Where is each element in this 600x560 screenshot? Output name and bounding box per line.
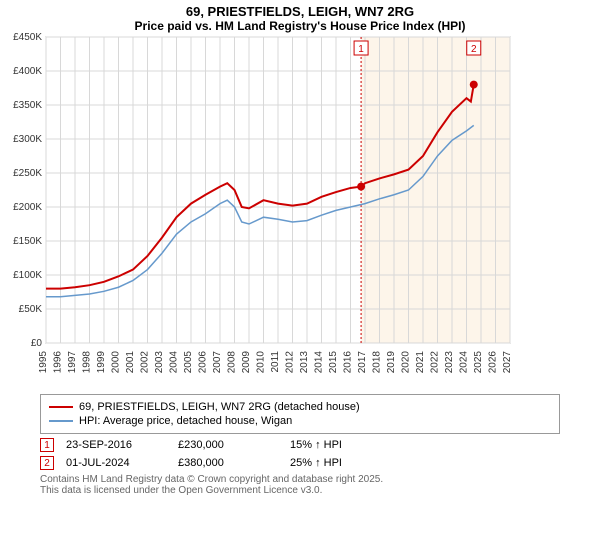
event-marker-box: 1 [40,438,54,452]
event-marker-box: 2 [40,456,54,470]
svg-text:2013: 2013 [299,351,310,374]
svg-text:2009: 2009 [241,351,252,374]
svg-text:2026: 2026 [488,351,499,374]
svg-text:£50K: £50K [19,304,43,315]
svg-text:2001: 2001 [125,351,136,374]
svg-text:£450K: £450K [13,33,42,43]
svg-text:1999: 1999 [96,351,107,374]
svg-text:2018: 2018 [372,351,383,374]
svg-text:2004: 2004 [169,351,180,374]
events-table: 1 23-SEP-2016 £230,000 15% ↑ HPI 2 01-JUL-202… [40,438,560,470]
legend-swatch [49,420,73,422]
event-note: 25% ↑ HPI [290,457,390,469]
svg-text:2007: 2007 [212,351,223,374]
svg-text:£200K: £200K [13,202,42,213]
svg-text:£0: £0 [31,338,43,349]
svg-text:1997: 1997 [67,351,78,374]
svg-text:2016: 2016 [343,351,354,374]
event-date: 23-SEP-2016 [66,439,166,451]
svg-text:£100K: £100K [13,270,42,281]
svg-text:1998: 1998 [82,351,93,374]
svg-text:2012: 2012 [285,351,296,374]
svg-text:2019: 2019 [386,351,397,374]
legend-label: 69, PRIESTFIELDS, LEIGH, WN7 2RG (detach… [79,401,360,413]
event-price: £230,000 [178,439,278,451]
footer-attribution: Contains HM Land Registry data © Crown c… [40,474,560,496]
svg-text:2024: 2024 [459,351,470,374]
chart-title-line2: Price paid vs. HM Land Registry's House … [0,19,600,33]
event-price: £380,000 [178,457,278,469]
legend-swatch [49,406,73,408]
chart-title-line1: 69, PRIESTFIELDS, LEIGH, WN7 2RG [0,4,600,19]
svg-text:2011: 2011 [270,351,281,373]
event-note: 15% ↑ HPI [290,439,390,451]
event-date: 01-JUL-2024 [66,457,166,469]
legend-label: HPI: Average price, detached house, Wiga… [79,415,292,427]
svg-text:2008: 2008 [227,351,238,374]
svg-text:2021: 2021 [415,351,426,374]
svg-text:2010: 2010 [256,351,267,374]
legend-row: 69, PRIESTFIELDS, LEIGH, WN7 2RG (detach… [49,401,551,413]
svg-text:2014: 2014 [314,351,325,374]
legend-row: HPI: Average price, detached house, Wiga… [49,415,551,427]
svg-text:1: 1 [358,44,364,55]
svg-text:2005: 2005 [183,351,194,374]
chart-area: £0 £50K £100K £150K £200K £250K £300K £350K £400… [0,33,600,388]
event-row: 1 23-SEP-2016 £230,000 15% ↑ HPI [40,438,560,452]
chart-title-block: 69, PRIESTFIELDS, LEIGH, WN7 2RG Price p… [0,0,600,33]
footer-line1: Contains HM Land Registry data © Crown c… [40,474,560,485]
svg-text:£350K: £350K [13,100,42,111]
svg-text:2: 2 [471,44,477,55]
svg-text:2020: 2020 [401,351,412,374]
svg-text:2017: 2017 [357,351,368,374]
svg-text:2027: 2027 [502,351,513,374]
svg-text:£400K: £400K [13,66,42,77]
svg-text:2006: 2006 [198,351,209,374]
svg-text:£150K: £150K [13,236,42,247]
svg-text:2000: 2000 [111,351,122,374]
svg-text:1995: 1995 [38,351,49,374]
svg-text:2025: 2025 [473,351,484,374]
svg-text:2023: 2023 [444,351,455,374]
svg-text:£250K: £250K [13,168,42,179]
svg-text:£300K: £300K [13,134,42,145]
svg-text:2003: 2003 [154,351,165,374]
svg-text:1996: 1996 [53,351,64,374]
footer-line2: This data is licensed under the Open Gov… [40,485,560,496]
svg-text:2015: 2015 [328,351,339,374]
svg-text:2002: 2002 [140,351,151,374]
svg-text:2022: 2022 [430,351,441,374]
legend-box: 69, PRIESTFIELDS, LEIGH, WN7 2RG (detach… [40,394,560,434]
chart-svg: £0 £50K £100K £150K £200K £250K £300K £350K £400… [0,33,520,383]
event-row: 2 01-JUL-2024 £380,000 25% ↑ HPI [40,456,560,470]
